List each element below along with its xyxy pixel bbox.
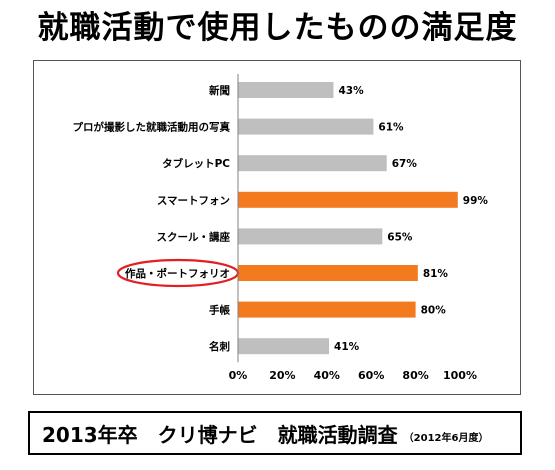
value-label: 41% <box>334 341 360 353</box>
value-label: 81% <box>423 268 449 280</box>
survey-caption-date: （2012年6月度） <box>403 432 489 444</box>
bar <box>238 82 334 98</box>
value-label: 99% <box>463 195 489 207</box>
bar <box>238 265 418 281</box>
value-label: 65% <box>387 231 413 243</box>
bar <box>238 228 383 245</box>
bar <box>238 118 374 135</box>
survey-caption: 2013年卒 クリ博ナビ 就職活動調査 （2012年6月度） <box>28 411 522 455</box>
category-label: 新聞 <box>209 84 230 97</box>
x-tick-label: 40% <box>314 369 340 382</box>
x-tick-label: 20% <box>269 369 295 382</box>
category-label: スクール・講座 <box>157 230 231 243</box>
category-label: 名刺 <box>209 340 230 353</box>
x-tick-label: 80% <box>402 369 428 382</box>
bar <box>238 338 330 355</box>
bar <box>238 155 387 172</box>
x-tick-label: 0% <box>229 369 248 382</box>
value-label: 43% <box>338 85 364 97</box>
category-label: プロが撮影した就職活動用の写真 <box>73 121 231 134</box>
bar <box>238 191 458 208</box>
value-label: 61% <box>378 122 404 134</box>
category-label: 作品・ポートフォリオ <box>125 267 230 280</box>
category-label: 手帳 <box>209 304 230 317</box>
bar <box>238 301 416 318</box>
value-label: 80% <box>421 305 447 317</box>
x-tick-label: 100% <box>443 369 477 382</box>
category-label: タブレットPC <box>162 157 230 170</box>
value-label: 67% <box>392 158 418 170</box>
x-tick-label: 60% <box>358 369 384 382</box>
chart-frame: 新聞 43% プロが撮影した就職活動用の写真 61% タブレットPC 67% スマートフォン… <box>33 60 521 395</box>
page-title: 就職活動で使用したものの満足度 <box>37 10 518 46</box>
bar-chart: 新聞 43% プロが撮影した就職活動用の写真 61% タブレットPC 67% スマートフォン… <box>73 74 489 382</box>
category-label: スマートフォン <box>157 195 230 207</box>
survey-caption-main: 2013年卒 クリ博ナビ 就職活動調査 <box>42 422 398 447</box>
